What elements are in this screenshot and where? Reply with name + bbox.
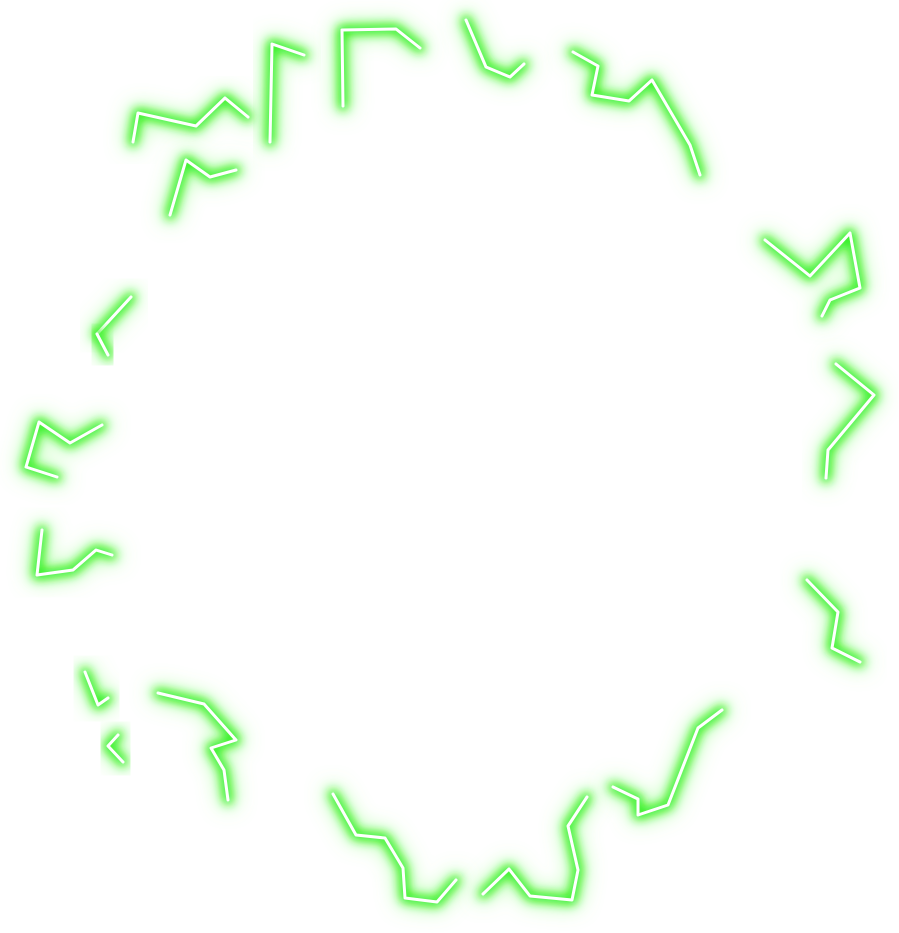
lightning-bolt bbox=[89, 289, 139, 342]
lightning-bolt bbox=[565, 44, 708, 183]
bolt-core bbox=[24, 420, 104, 479]
bolt-outer-glow bbox=[565, 44, 708, 183]
lightning-bolt bbox=[18, 414, 110, 485]
lightning-bolt bbox=[162, 152, 244, 223]
bolt-core bbox=[106, 733, 125, 764]
lightning-bolt bbox=[77, 664, 116, 713]
lightning-bolt bbox=[150, 685, 244, 808]
lightning-bolt bbox=[458, 12, 532, 85]
lightning-bolt bbox=[818, 356, 882, 486]
bolt-core bbox=[156, 691, 238, 802]
lightning-bolt bbox=[757, 225, 868, 324]
bolt-glow bbox=[328, 789, 461, 907]
bolt-core bbox=[95, 295, 133, 336]
bolt-core bbox=[331, 792, 458, 904]
bolt-core bbox=[805, 578, 862, 664]
bolt-core bbox=[83, 670, 110, 707]
lightning-bolt bbox=[605, 702, 730, 823]
bolt-core bbox=[35, 528, 114, 577]
bolt-core bbox=[824, 362, 876, 480]
lightning-bolt bbox=[125, 90, 256, 150]
lightning-bolts bbox=[18, 12, 882, 910]
bolt-core bbox=[95, 332, 110, 357]
lightning-bolt bbox=[262, 36, 312, 150]
lightning-bolt bbox=[799, 572, 868, 670]
lightning-bolt bbox=[334, 21, 428, 114]
bolt-core bbox=[571, 50, 702, 177]
bolt-core bbox=[611, 708, 724, 817]
bolt-core bbox=[168, 158, 238, 217]
bolt-core bbox=[481, 795, 589, 902]
lightning-bolt bbox=[100, 727, 131, 770]
lightning-bolt bbox=[475, 789, 595, 908]
bolt-glow bbox=[608, 705, 727, 820]
bolt-core bbox=[340, 27, 422, 108]
bolt-core bbox=[763, 231, 862, 318]
bolt-core bbox=[464, 18, 526, 79]
lightning-bolt bbox=[29, 522, 120, 583]
lightning-bolt bbox=[89, 326, 116, 363]
bolt-core bbox=[131, 96, 250, 144]
lightning-bolt bbox=[325, 786, 464, 910]
bolt-core bbox=[268, 42, 306, 144]
